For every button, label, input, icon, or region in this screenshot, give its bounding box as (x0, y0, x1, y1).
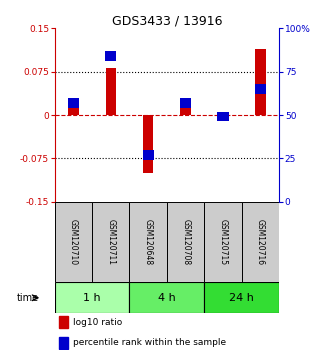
Text: 4 h: 4 h (158, 293, 176, 303)
Bar (204, 202, 242, 282)
Bar (92, 202, 129, 282)
Bar (68, 99, 79, 115)
Text: GSM120711: GSM120711 (106, 219, 115, 265)
Bar (55, 282, 129, 313)
Bar (167, 202, 204, 282)
Text: 24 h: 24 h (230, 293, 254, 303)
Text: time: time (16, 293, 39, 303)
Text: GSM120648: GSM120648 (144, 219, 153, 265)
Text: GSM120710: GSM120710 (69, 219, 78, 265)
Bar (68, 98, 79, 108)
Text: GSM120716: GSM120716 (256, 219, 265, 265)
Bar (218, 115, 228, 118)
Bar (59, 337, 68, 349)
Bar (105, 51, 116, 61)
Text: 1 h: 1 h (83, 293, 101, 303)
Bar (255, 84, 266, 94)
Bar (143, 150, 154, 160)
Bar (55, 202, 92, 282)
Bar (59, 316, 68, 328)
Bar (180, 98, 191, 108)
Title: GDS3433 / 13916: GDS3433 / 13916 (112, 14, 222, 27)
Text: log10 ratio: log10 ratio (73, 318, 122, 327)
Bar (129, 282, 204, 313)
Bar (143, 115, 153, 173)
Bar (129, 202, 167, 282)
Bar (242, 202, 279, 282)
Bar (106, 68, 116, 115)
Text: GSM120715: GSM120715 (219, 219, 228, 265)
Bar (180, 105, 191, 115)
Bar (217, 112, 229, 121)
Text: percentile rank within the sample: percentile rank within the sample (73, 338, 226, 347)
Bar (204, 282, 279, 313)
Text: GSM120708: GSM120708 (181, 219, 190, 265)
Bar (255, 48, 266, 115)
